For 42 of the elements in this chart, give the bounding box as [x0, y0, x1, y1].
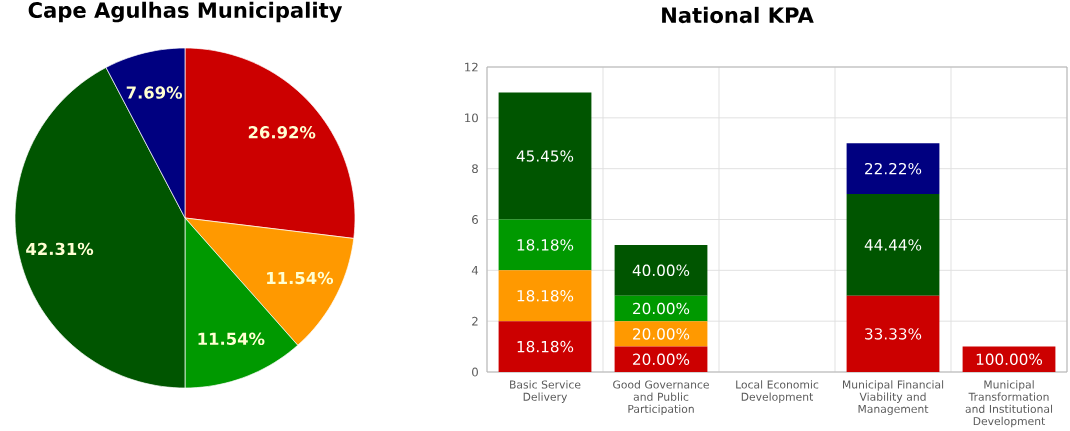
- annotation: 44.44%: [864, 239, 922, 251]
- chart-title: Cape Agulhas Municipality: [28, 1, 343, 23]
- annotation: 20.00%: [633, 353, 690, 366]
- annotation: 33.33%: [865, 328, 922, 340]
- bar: [498, 219, 592, 271]
- bar: [498, 92, 592, 220]
- bar: [498, 321, 592, 373]
- chart-title: National KPA: [662, 6, 814, 24]
- bar: [614, 321, 708, 347]
- annotation: 20.00%: [633, 302, 690, 315]
- x-tick-label: Basic Service Delivery: [510, 380, 581, 403]
- data-label: 42.31%: [26, 242, 94, 256]
- annotation: 18.18%: [517, 239, 574, 251]
- y-tick-label: 10: [465, 113, 478, 123]
- annotation: 22.22%: [865, 162, 922, 175]
- y-tick-label: 6: [472, 215, 478, 224]
- data-label: 7.69%: [126, 86, 183, 99]
- data-label: 11.54%: [198, 332, 265, 345]
- annotation: 100.00%: [976, 353, 1043, 366]
- data-label: 11.54%: [267, 271, 334, 285]
- y-tick-label: 0: [472, 367, 478, 377]
- bar: [846, 194, 940, 296]
- bar: [614, 295, 708, 322]
- data-label: 26.92%: [248, 126, 316, 139]
- bar: [614, 244, 708, 296]
- x-tick-label: Good Governance and Public Participation: [613, 380, 709, 416]
- bar: [614, 346, 708, 373]
- bar: [846, 295, 940, 373]
- annotation: 45.45%: [516, 150, 574, 162]
- annotation: 40.00%: [632, 264, 690, 277]
- bar: [498, 270, 592, 322]
- y-tick-label: 4: [471, 266, 479, 275]
- x-tick-label: Municipal Financial Viability and Management: [843, 380, 944, 416]
- x-tick-label: Municipal Transformation and Institutional Development: [965, 380, 1053, 428]
- annotation: 18.18%: [517, 290, 574, 302]
- x-tick-label: Local Economic Development: [736, 380, 819, 403]
- y-tick-label: 2: [472, 316, 478, 326]
- bar: [846, 143, 940, 195]
- annotation: 20.00%: [633, 328, 690, 340]
- annotation: 18.18%: [517, 340, 574, 353]
- y-tick-label: 8: [472, 164, 478, 174]
- y-tick-label: 12: [465, 62, 478, 72]
